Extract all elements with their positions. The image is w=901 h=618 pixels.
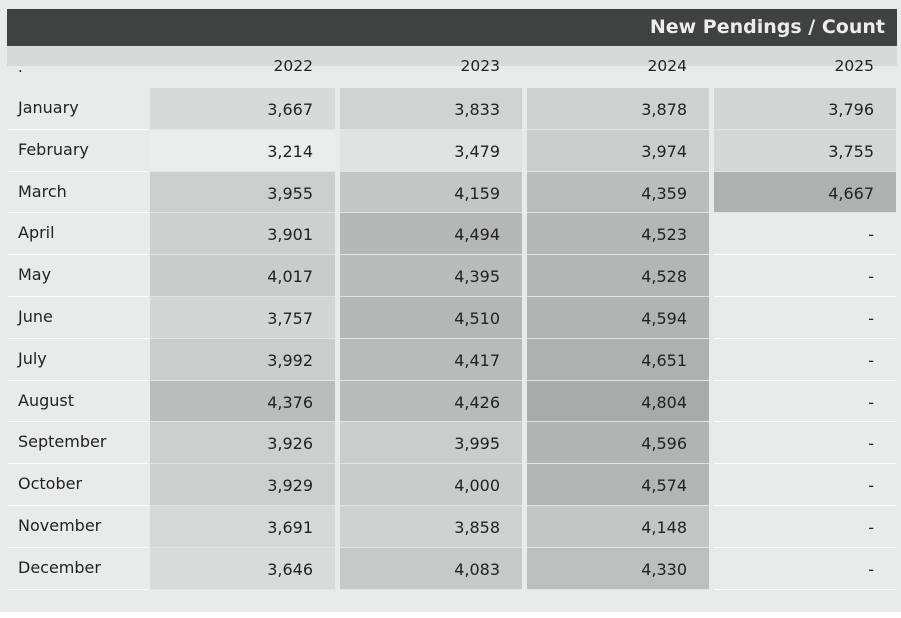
table-cell: - xyxy=(714,422,896,465)
table-cell: 3,974 xyxy=(527,129,709,172)
column-header-2025: 2025 xyxy=(834,57,874,75)
table-cell: 3,858 xyxy=(340,506,522,548)
column-header-2023: 2023 xyxy=(460,57,500,75)
row-label-august: August xyxy=(8,380,148,423)
header-band xyxy=(7,46,897,66)
table-cell: - xyxy=(714,297,896,339)
row-label-april: April xyxy=(8,213,148,256)
column-header-2024: 2024 xyxy=(647,57,687,75)
table-cell: 3,214 xyxy=(150,129,335,172)
table-cell: 3,929 xyxy=(150,464,335,506)
table-cell: - xyxy=(714,213,896,256)
table-cell: 4,376 xyxy=(150,380,335,423)
table-cell: - xyxy=(714,464,896,506)
table-title: New Pendings / Count xyxy=(7,9,897,46)
table-cell: 4,596 xyxy=(527,422,709,465)
row-label-june: June xyxy=(8,297,148,339)
table-cell: 3,833 xyxy=(340,88,522,130)
row-label-may: May xyxy=(8,255,148,297)
table-cell: 3,646 xyxy=(150,547,335,590)
table-cell: 4,359 xyxy=(527,171,709,214)
table-cell: 4,426 xyxy=(340,380,522,423)
row-label-september: September xyxy=(8,422,148,465)
table-cell: 4,510 xyxy=(340,297,522,339)
table-cell: 4,000 xyxy=(340,464,522,506)
table-cell: 3,992 xyxy=(150,338,335,381)
table-cell: - xyxy=(714,547,896,590)
row-label-february: February xyxy=(8,129,148,172)
table-cell: 4,594 xyxy=(527,297,709,339)
table-cell: 4,667 xyxy=(714,171,896,214)
table-cell: 4,017 xyxy=(150,255,335,297)
table-cell: 4,804 xyxy=(527,380,709,423)
row-label-july: July xyxy=(8,338,148,381)
table-cell: 4,528 xyxy=(527,255,709,297)
table-cell: 3,667 xyxy=(150,88,335,130)
table-cell: 4,148 xyxy=(527,506,709,548)
table-cell: 3,995 xyxy=(340,422,522,465)
table-cell: 4,330 xyxy=(527,547,709,590)
row-label-december: December xyxy=(8,547,148,590)
table-cell: 4,651 xyxy=(527,338,709,381)
table-cell: 3,796 xyxy=(714,88,896,130)
table-cell: - xyxy=(714,338,896,381)
table-cell: 4,159 xyxy=(340,171,522,214)
table-cell: - xyxy=(714,380,896,423)
row-label-january: January xyxy=(8,88,148,130)
table-cell: - xyxy=(714,506,896,548)
table-cell: 4,494 xyxy=(340,213,522,256)
row-label-march: March xyxy=(8,171,148,214)
row-label-november: November xyxy=(8,506,148,548)
table-cell: 3,878 xyxy=(527,88,709,130)
table-cell: 3,901 xyxy=(150,213,335,256)
table-cell: 4,574 xyxy=(527,464,709,506)
column-header-2022: 2022 xyxy=(273,57,313,75)
table-cell: 4,083 xyxy=(340,547,522,590)
table-cell: 3,926 xyxy=(150,422,335,465)
table-cell: 4,417 xyxy=(340,338,522,381)
table-cell: 3,479 xyxy=(340,129,522,172)
table-cell: 4,395 xyxy=(340,255,522,297)
row-label-october: October xyxy=(8,464,148,506)
table-cell: 3,757 xyxy=(150,297,335,339)
table-cell: 4,523 xyxy=(527,213,709,256)
table-cell: 3,955 xyxy=(150,171,335,214)
table-cell: 3,755 xyxy=(714,129,896,172)
table-cell: 3,691 xyxy=(150,506,335,548)
corner-label: . xyxy=(18,58,23,76)
table-cell: - xyxy=(714,255,896,297)
